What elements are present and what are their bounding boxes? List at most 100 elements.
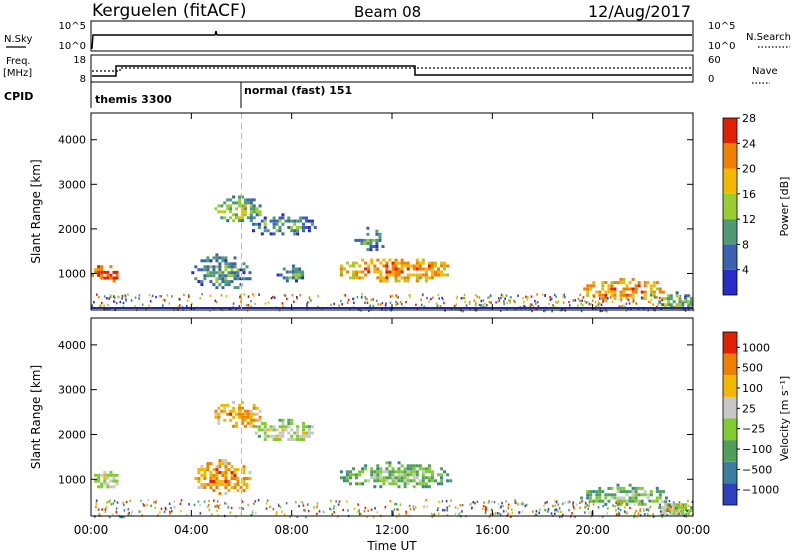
scatter-cell: [412, 264, 416, 268]
scatter-cell: [291, 273, 295, 277]
scatter-cell: [200, 465, 204, 469]
scatter-cell: [649, 490, 653, 494]
noise-cell: [185, 305, 188, 308]
noise-cell: [474, 304, 477, 307]
noise-cell: [623, 305, 626, 308]
scatter-cell: [640, 290, 644, 294]
noise-cell: [615, 501, 617, 504]
scatter-cell: [235, 424, 238, 428]
scatter-cell: [249, 412, 253, 416]
plot-frame: [90, 317, 694, 517]
noise-cell: [507, 503, 510, 506]
scatter-cell: [206, 468, 210, 472]
scatter-cell: [613, 287, 617, 291]
scatter-cell: [415, 273, 419, 277]
scatter-cell: [360, 238, 364, 242]
x-tick-label: 12:00: [375, 523, 410, 537]
scatter-cell: [667, 300, 670, 304]
scatter-cell: [242, 483, 246, 486]
y-tick-label: 4000: [58, 134, 86, 147]
noise-cell: [534, 514, 536, 517]
noise-cell: [484, 302, 486, 305]
scatter-cell: [684, 294, 688, 298]
noise-cell: [420, 303, 423, 307]
noise-cell: [356, 510, 359, 514]
scatter-cell: [669, 503, 673, 507]
scatter-cell: [227, 462, 231, 466]
scatter-cell: [367, 264, 371, 268]
scatter-cell: [232, 400, 236, 404]
noise-cell: [580, 309, 583, 313]
scatter-cell: [97, 485, 101, 489]
noise-cell: [170, 506, 172, 510]
scatter-cell: [430, 270, 434, 274]
noise-cell: [119, 515, 122, 519]
scatter-cell: [397, 473, 401, 477]
nave-tick-bottom: 0: [708, 74, 714, 85]
scatter-cell: [221, 483, 225, 486]
scatter-cell: [604, 290, 608, 294]
scatter-cell: [675, 291, 679, 295]
scatter-cell: [238, 201, 241, 205]
scatter-cell: [209, 259, 213, 263]
noise-cell: [661, 515, 663, 519]
noise-cell: [414, 506, 417, 509]
noise-cell: [257, 499, 260, 502]
scatter-cell: [240, 216, 244, 220]
noise-cell: [474, 502, 476, 505]
scatter-cell: [215, 486, 219, 489]
colorbar-tick-label: 24: [742, 137, 756, 150]
scatter-cell: [394, 476, 398, 480]
scatter-cell: [376, 473, 380, 477]
scatter-cell: [220, 216, 224, 220]
noise-cell: [115, 507, 118, 510]
scatter-cell: [655, 496, 659, 500]
scatter-cell: [345, 479, 349, 483]
scatter-cell: [224, 262, 228, 266]
scatter-cell: [661, 506, 665, 510]
scatter-cell: [97, 479, 101, 483]
scatter-cell: [661, 509, 665, 513]
scatter-cell: [382, 479, 386, 483]
scatter-cell: [619, 490, 623, 494]
scatter-cell: [372, 245, 376, 248]
scatter-cell: [406, 479, 410, 483]
scatter-cell: [366, 248, 370, 252]
scatter-cell: [226, 403, 230, 407]
noise-cell: [584, 501, 587, 505]
noise-cell: [670, 505, 672, 509]
scatter-cell: [281, 431, 285, 435]
scatter-cell: [678, 509, 682, 513]
noise-cell: [286, 297, 288, 301]
scatter-cell: [252, 406, 256, 410]
scatter-cell: [278, 219, 282, 223]
noise-cell: [572, 503, 574, 507]
noise-cell: [686, 511, 688, 515]
scatter-cell: [394, 261, 398, 265]
noise-cell: [661, 298, 663, 302]
scatter-cell: [252, 229, 255, 233]
noise-cell: [453, 304, 456, 308]
noise-cell: [615, 513, 618, 516]
noise-cell: [357, 308, 359, 311]
noise-cell: [574, 515, 576, 518]
scatter-cell: [194, 277, 198, 281]
scatter-cell: [232, 201, 236, 205]
scatter-cell: [394, 470, 398, 474]
noise-cell: [113, 499, 116, 503]
scatter-cell: [339, 470, 343, 474]
scatter-cell: [212, 268, 216, 272]
noise-cell: [480, 304, 482, 307]
noise-cell: [478, 303, 481, 307]
scatter-cell: [604, 493, 608, 497]
scatter-cell: [406, 467, 410, 471]
noise-cell: [357, 503, 359, 506]
scatter-cell: [601, 297, 605, 300]
noise-cell: [488, 300, 491, 304]
noise-cell: [523, 300, 525, 304]
noise-cell: [108, 500, 110, 503]
scatter-cell: [246, 415, 250, 419]
noise-cell: [562, 301, 565, 304]
noise-cell: [603, 298, 606, 301]
scatter-cell: [243, 412, 247, 416]
